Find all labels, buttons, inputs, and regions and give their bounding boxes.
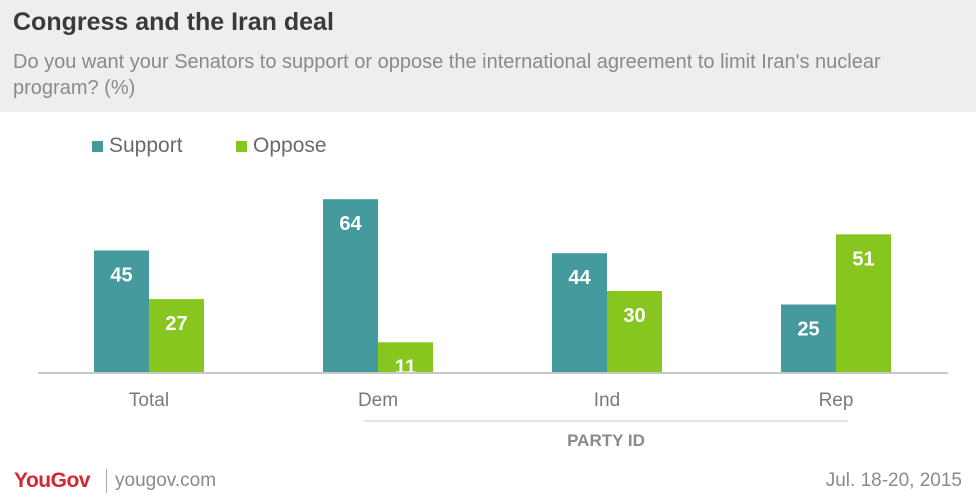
legend-swatch-support <box>92 141 103 152</box>
bar-ind-support <box>552 253 607 372</box>
chart-title: Congress and the Iran deal <box>13 8 334 36</box>
x-tick-label-ind: Ind <box>594 390 620 411</box>
legend-label-support: Support <box>109 134 183 157</box>
data-label-total-support: 45 <box>110 265 132 287</box>
bar-total-support <box>94 250 149 372</box>
legend-swatch-oppose <box>236 141 247 152</box>
data-label-ind-oppose: 30 <box>623 305 645 327</box>
legend-label-oppose: Oppose <box>253 134 327 157</box>
data-label-rep-oppose: 51 <box>852 248 874 270</box>
bar-total-oppose <box>149 299 204 372</box>
header-band: Congress and the Iran deal Do you want y… <box>0 0 976 112</box>
x-tick-label-dem: Dem <box>358 390 398 411</box>
data-label-dem-oppose: 11 <box>395 356 416 378</box>
bar-rep-oppose <box>836 234 891 372</box>
yougov-logo: YouGov <box>14 469 90 492</box>
data-label-total-oppose: 27 <box>165 313 187 335</box>
data-label-rep-support: 25 <box>797 319 819 341</box>
data-label-dem-support: 64 <box>339 213 362 235</box>
bar-dem-support <box>323 199 378 372</box>
chart-subtitle: Do you want your Senators to support or … <box>13 51 881 99</box>
bar-ind-oppose <box>607 291 662 372</box>
data-label-ind-support: 44 <box>568 267 591 289</box>
bar-rep-support <box>781 304 836 372</box>
footer-date: Jul. 18-20, 2015 <box>825 470 962 491</box>
x-tick-label-rep: Rep <box>819 390 854 411</box>
group-label-party-id: PARTY ID <box>567 431 645 450</box>
x-tick-label-total: Total <box>129 390 169 411</box>
footer-site[interactable]: yougov.com <box>115 470 217 491</box>
bar-chart: 45 64 44 25 27 11 30 51 Total Dem Ind Rep PARTY ID <box>38 199 948 450</box>
bar-dem-oppose <box>378 342 433 372</box>
footer-divider <box>106 469 107 493</box>
